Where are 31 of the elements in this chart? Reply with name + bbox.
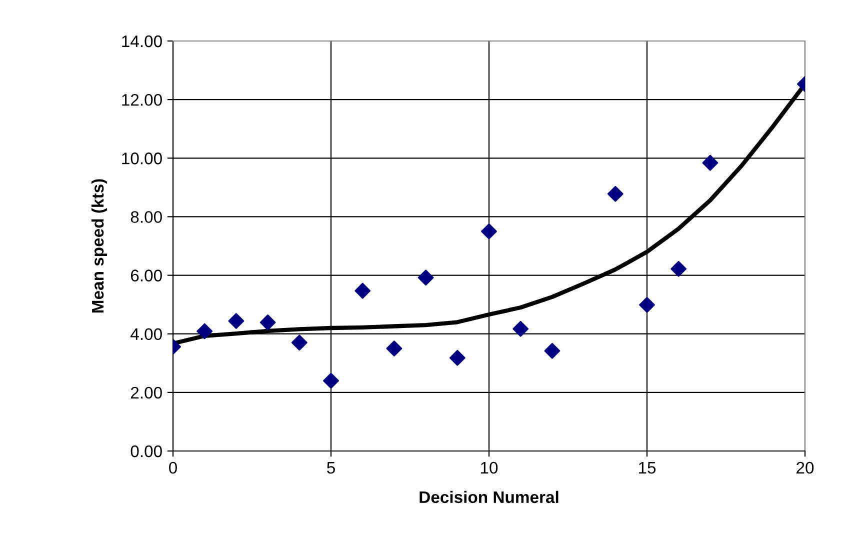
point: [607, 186, 624, 202]
point: [196, 323, 213, 340]
y-tick-label: 10.00: [122, 152, 162, 164]
point: [544, 342, 560, 359]
point: [702, 154, 718, 171]
point: [323, 372, 339, 389]
y-tick-label: 4.00: [130, 328, 162, 340]
point: [481, 223, 497, 240]
point: [386, 340, 402, 356]
point: [260, 314, 276, 330]
point: [639, 296, 655, 313]
y-axis-title: Mean speed (kts): [91, 179, 107, 312]
x-tick-label: 15: [639, 462, 656, 474]
y-tick-label: 6.00: [130, 270, 162, 282]
point: [418, 270, 434, 286]
point: [354, 282, 371, 299]
x-tick-label: 10: [481, 462, 498, 474]
y-tick-label: 2.00: [130, 386, 162, 399]
y-tick-label: 14.00: [122, 35, 162, 48]
point: [449, 350, 466, 366]
point: [512, 320, 529, 337]
y-tick-label: 12.00: [122, 94, 162, 106]
y-tick-label: 0.00: [130, 445, 162, 458]
x-tick-label: 20: [796, 462, 814, 474]
x-tick-label: 0: [169, 462, 177, 474]
point: [228, 312, 244, 329]
y-tick-label: 8.00: [130, 211, 162, 223]
point: [670, 260, 687, 277]
x-axis-title: Decision Numeral: [420, 490, 558, 504]
x-tick-label: 5: [327, 462, 335, 474]
point: [291, 334, 308, 351]
